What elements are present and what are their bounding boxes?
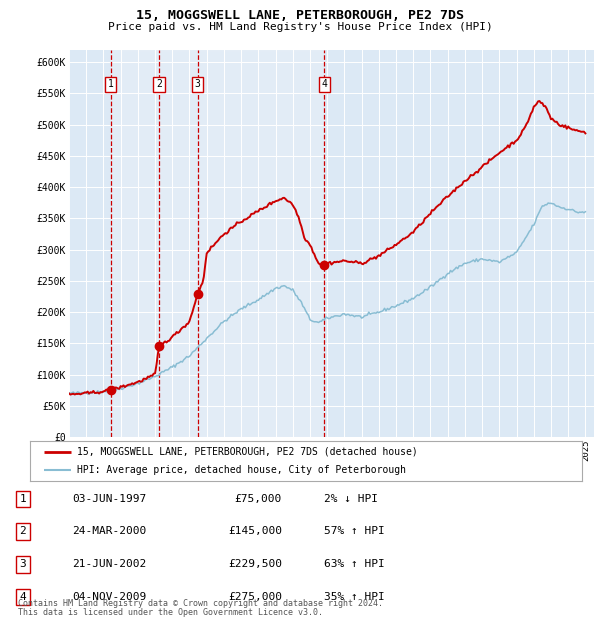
Text: £229,500: £229,500 <box>228 559 282 569</box>
Text: 2: 2 <box>156 79 162 89</box>
Text: 4: 4 <box>19 592 26 602</box>
Text: 4: 4 <box>322 79 328 89</box>
Text: 15, MOGGSWELL LANE, PETERBOROUGH, PE2 7DS: 15, MOGGSWELL LANE, PETERBOROUGH, PE2 7D… <box>136 9 464 22</box>
Text: HPI: Average price, detached house, City of Peterborough: HPI: Average price, detached house, City… <box>77 465 406 475</box>
Text: £75,000: £75,000 <box>235 494 282 504</box>
Text: 3: 3 <box>19 559 26 569</box>
Text: 03-JUN-1997: 03-JUN-1997 <box>72 494 146 504</box>
Text: £145,000: £145,000 <box>228 526 282 536</box>
Text: 1: 1 <box>108 79 113 89</box>
Text: 2% ↓ HPI: 2% ↓ HPI <box>324 494 378 504</box>
Text: 57% ↑ HPI: 57% ↑ HPI <box>324 526 385 536</box>
Bar <box>110 50 325 437</box>
Text: 15, MOGGSWELL LANE, PETERBOROUGH, PE2 7DS (detached house): 15, MOGGSWELL LANE, PETERBOROUGH, PE2 7D… <box>77 447 418 457</box>
Text: Contains HM Land Registry data © Crown copyright and database right 2024.: Contains HM Land Registry data © Crown c… <box>18 600 383 608</box>
Text: Price paid vs. HM Land Registry's House Price Index (HPI): Price paid vs. HM Land Registry's House … <box>107 22 493 32</box>
Text: 35% ↑ HPI: 35% ↑ HPI <box>324 592 385 602</box>
Text: 24-MAR-2000: 24-MAR-2000 <box>72 526 146 536</box>
Text: 3: 3 <box>194 79 200 89</box>
Text: 21-JUN-2002: 21-JUN-2002 <box>72 559 146 569</box>
Text: 63% ↑ HPI: 63% ↑ HPI <box>324 559 385 569</box>
Text: £275,000: £275,000 <box>228 592 282 602</box>
Text: 04-NOV-2009: 04-NOV-2009 <box>72 592 146 602</box>
Text: 2: 2 <box>19 526 26 536</box>
Text: This data is licensed under the Open Government Licence v3.0.: This data is licensed under the Open Gov… <box>18 608 323 617</box>
Text: 1: 1 <box>19 494 26 504</box>
